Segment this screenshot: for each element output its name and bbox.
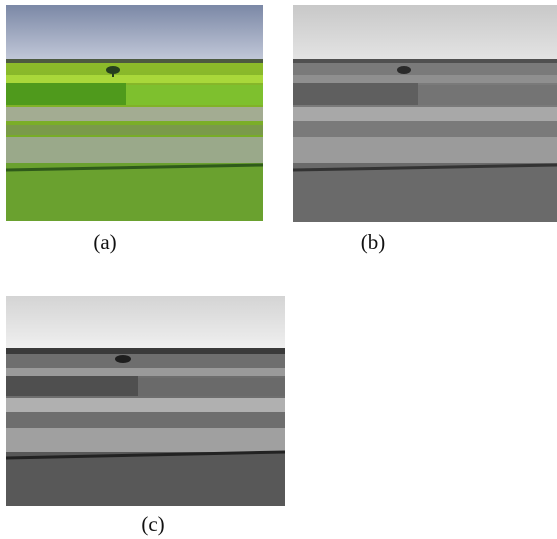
panel-label: (a): [75, 230, 135, 255]
photo-color: [6, 5, 263, 221]
photo-grayscale: [293, 5, 557, 222]
panel-label: (c): [123, 512, 183, 537]
figure: (a) (b) (c): [0, 0, 557, 539]
photo-enhanced: [6, 296, 285, 506]
panel-label: (b): [343, 230, 403, 255]
